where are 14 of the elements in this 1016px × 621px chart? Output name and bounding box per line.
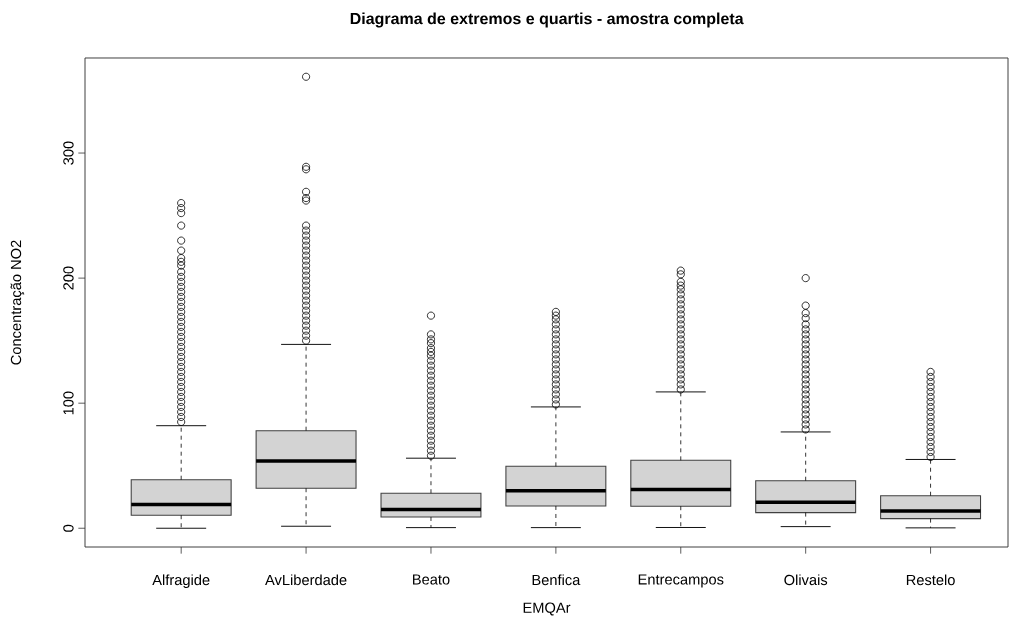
x-tick-label: Beato [413, 574, 450, 585]
x-tick-label: Alfragide [152, 574, 210, 589]
x-axis-title: EMQAr [523, 602, 571, 616]
y-tick-label: 300 [63, 141, 74, 165]
x-tick-label: AvLiberdade [265, 574, 347, 586]
x-tick-label: Restelo [906, 574, 955, 586]
y-tick-label: 0 [63, 524, 74, 532]
y-tick-label: 100 [63, 391, 74, 415]
x-tick-label: Benfica [532, 574, 581, 586]
y-tick-label: 200 [63, 266, 74, 290]
x-tick-label: Olivais [784, 574, 828, 586]
x-tick-label: Entrecampos [638, 574, 724, 588]
y-axis-title: Concentração NO2 [10, 240, 25, 365]
chart-title: Diagrama de extremos e quartis - amostra completa [350, 12, 744, 28]
